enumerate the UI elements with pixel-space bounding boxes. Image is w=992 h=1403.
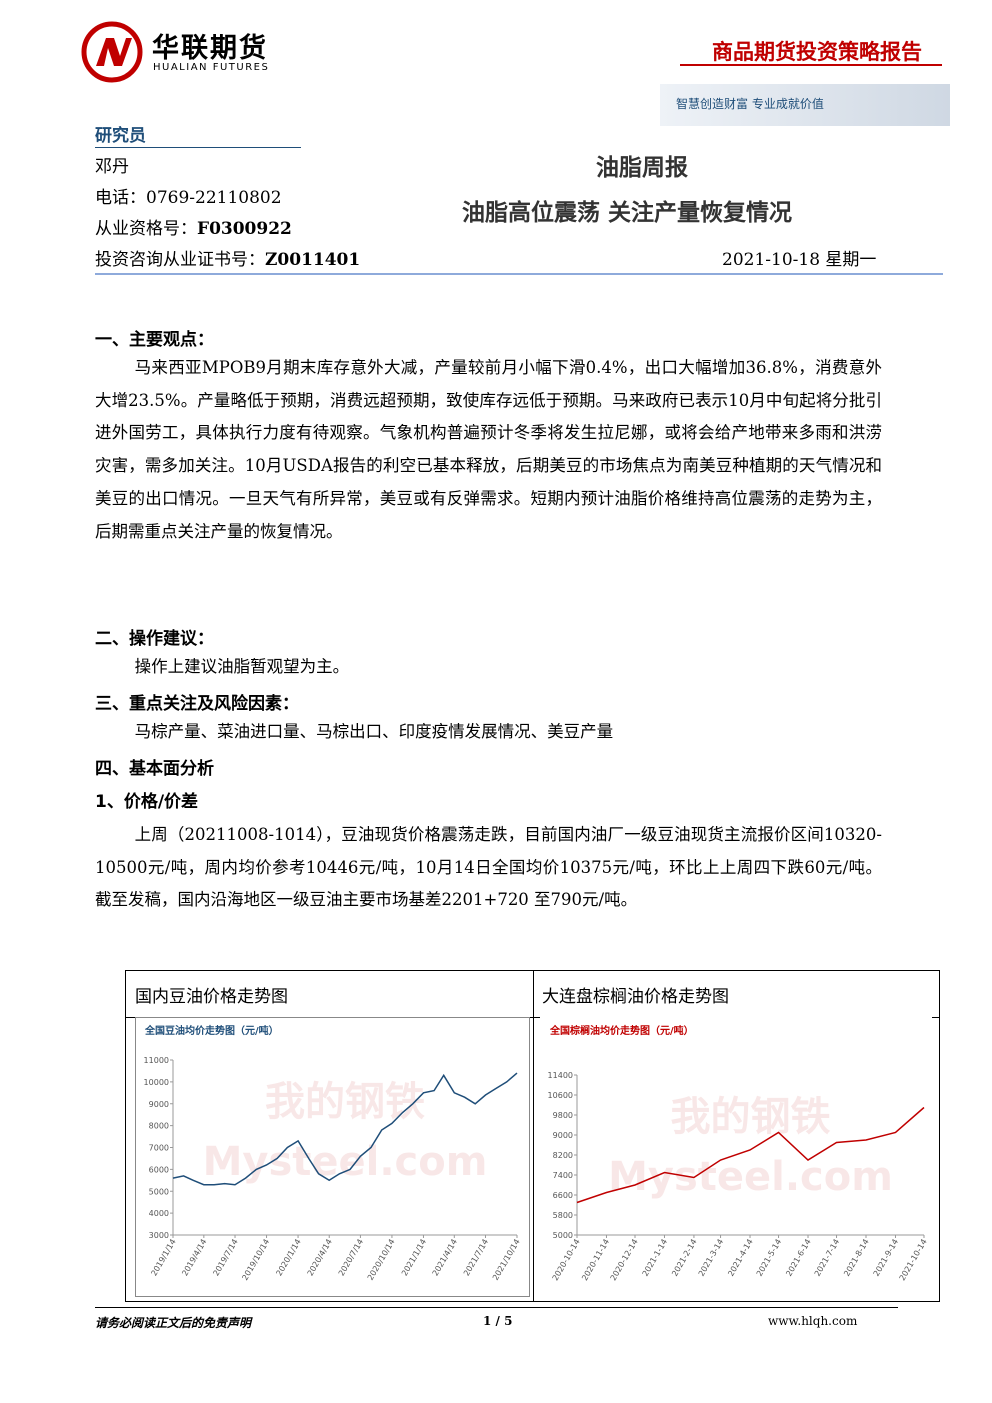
y-tick-label: 5000 xyxy=(553,1231,573,1240)
watermark: Mysteel.com xyxy=(608,1154,893,1200)
chart-title: 全国豆油均价走势图（元/吨） xyxy=(144,1024,279,1037)
phone-label: 电话： xyxy=(95,188,146,208)
paragraph: 马来西亚MPOB9月期末库存意外大减，产量较前月小幅下滑0.4%，出口大幅增加3… xyxy=(95,358,882,541)
y-tick-label: 9000 xyxy=(149,1100,169,1109)
report-title: 油脂周报 xyxy=(596,155,688,181)
watermark: 我的钢铁 xyxy=(671,1094,831,1140)
y-tick-label: 11400 xyxy=(548,1071,573,1080)
y-tick-label: 5000 xyxy=(149,1187,169,1196)
paragraph: 上周（20211008-1014），豆油现货价格震荡走跌，目前国内油厂一级豆油现… xyxy=(95,825,882,910)
header-rule xyxy=(680,64,942,66)
section-heading: 1、价格/价差 xyxy=(95,792,199,812)
y-tick-label: 6000 xyxy=(149,1165,169,1174)
certificate: 投资咨询从业证书号：Z0011401 xyxy=(95,245,360,270)
y-tick-label: 10600 xyxy=(548,1091,573,1100)
table-header: 国内豆油价格走势图 xyxy=(135,987,288,1007)
analyst-name: 邓丹 xyxy=(95,157,129,177)
section-heading: 二、操作建议： xyxy=(95,629,214,649)
y-tick-label: 3000 xyxy=(149,1231,169,1240)
watermark: Mysteel.com xyxy=(203,1139,488,1185)
qualification: 从业资格号：F0300922 xyxy=(95,214,292,239)
y-tick-label: 4000 xyxy=(149,1209,169,1218)
logo-en: HUALIAN FUTURES xyxy=(153,62,270,73)
footer-rule xyxy=(95,1307,898,1308)
phone: 电话：0769-22110802 xyxy=(95,183,282,208)
section-heading: 三、重点关注及风险因素： xyxy=(95,694,299,714)
line xyxy=(576,1106,925,1204)
footer-url: www.hlqh.com xyxy=(768,1314,858,1328)
y-tick-label: 11000 xyxy=(144,1056,169,1065)
y-tick-label: 7400 xyxy=(553,1171,573,1180)
section-heading: 四、基本面分析 xyxy=(95,759,214,779)
section-heading: 一、主要观点： xyxy=(95,330,214,350)
y-tick-label: 8200 xyxy=(553,1151,573,1160)
analyst-heading: 研究员 xyxy=(95,126,146,146)
y-tick-label: 9800 xyxy=(553,1111,573,1120)
chart: 我的钢铁 Mysteel.com 全国棕榈油均价走势图（元/吨） 5000 5800 66… xyxy=(540,1017,932,1297)
disclaimer: 请务必阅读正文后的免责声明 xyxy=(95,1316,252,1330)
paragraph: 马棕产量、菜油进口量、马棕出口、印度疫情发展情况、美豆产量 xyxy=(134,722,614,741)
cert-number: Z0011401 xyxy=(265,250,361,270)
chart-table: 国内豆油价格走势图 大连盘棕榈油价格走势图 xyxy=(125,970,940,1302)
report-type: 商品期货投资策略报告 xyxy=(712,40,922,64)
y-tick-label: 8000 xyxy=(149,1122,169,1131)
line xyxy=(172,1072,518,1186)
chart-title: 全国棕榈油均价走势图（元/吨） xyxy=(549,1024,694,1037)
y-tick-label: 5800 xyxy=(553,1211,573,1220)
logo-cn: 华联期货 xyxy=(152,33,268,64)
report-subtitle: 油脂高位震荡 关注产量恢复情况 xyxy=(462,200,793,226)
analyst-rule xyxy=(95,147,301,148)
table-header: 大连盘棕榈油价格走势图 xyxy=(542,987,729,1007)
slogan: 智慧创造财富 专业成就价值 xyxy=(660,84,950,126)
logo-icon xyxy=(81,21,143,83)
y-tick-label: 6600 xyxy=(553,1191,573,1200)
y-tick-label: 10000 xyxy=(144,1078,169,1087)
paragraph: 操作上建议油脂暂观望为主。 xyxy=(134,657,350,676)
y-tick-label: 9000 xyxy=(553,1131,573,1140)
title-rule xyxy=(95,273,943,275)
qual-label: 从业资格号： xyxy=(95,219,197,239)
qual-number: F0300922 xyxy=(197,219,292,239)
watermark: 我的钢铁 xyxy=(265,1079,425,1125)
cert-label: 投资咨询从业证书号： xyxy=(95,250,265,270)
report-date: 2021-10-18 星期一 xyxy=(722,250,877,270)
phone-number: 0769-22110802 xyxy=(146,188,282,208)
y-tick-label: 7000 xyxy=(149,1144,169,1153)
page-number: 1 / 5 xyxy=(483,1314,513,1328)
chart: 我的钢铁 Mysteel.com 全国豆油均价走势图（元/吨） 3000 4000 500… xyxy=(135,1017,530,1297)
